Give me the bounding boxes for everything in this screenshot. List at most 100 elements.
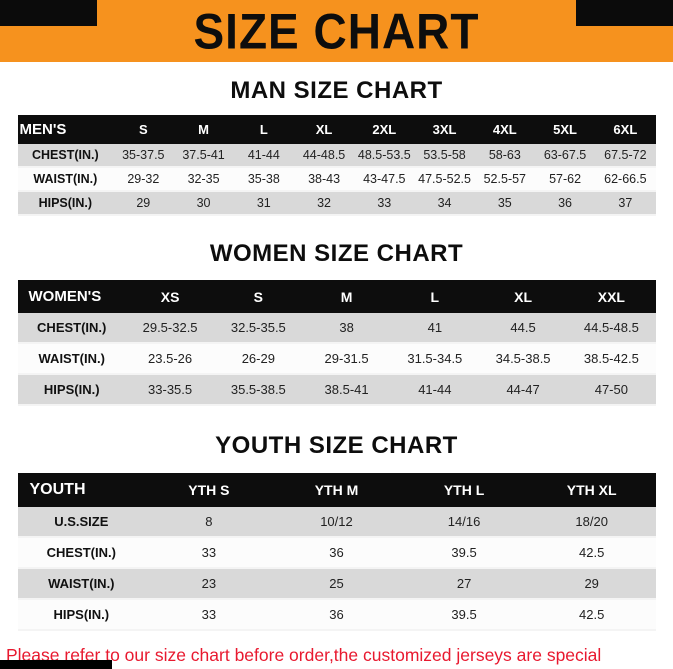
- size-header-cell: S: [113, 115, 174, 144]
- size-header-cell: M: [302, 280, 391, 313]
- row-label-cell: CHEST(IN.): [17, 313, 126, 344]
- men-size-table: MEN'S S M L XL 2XL 3XL 4XL 5XL 6XL CHEST(IN.) 35-37…: [17, 115, 656, 216]
- value-cell: 33: [354, 191, 415, 216]
- table-row: HIPS(IN.) 33-35.5 35.5-38.5 38.5-41 41-44 44-…: [17, 374, 656, 406]
- size-header-cell: XXL: [567, 280, 656, 313]
- corner-decoration-right: [576, 0, 673, 26]
- table-row: WAIST(IN.) 23.5-26 26-29 29-31.5 31.5-34.5 34…: [17, 343, 656, 375]
- value-cell: 14/16: [400, 507, 528, 538]
- table-row: WAIST(IN.) 29-32 32-35 35-38 38-43 43-47.5 47.…: [17, 167, 656, 192]
- value-cell: 53.5-58: [414, 144, 475, 168]
- section-heading-man: MAN SIZE CHART: [230, 77, 443, 104]
- value-cell: 37.5-41: [173, 144, 234, 168]
- size-header-cell: YTH M: [272, 473, 401, 507]
- table-title-cell: MEN'S: [17, 115, 114, 144]
- table-row: CHEST(IN.) 33 36 39.5 42.5: [17, 537, 656, 569]
- bottom-decoration: [0, 660, 112, 669]
- value-cell: 29-32: [113, 167, 174, 192]
- table-row: WAIST(IN.) 23 25 27 29: [17, 568, 656, 600]
- value-cell: 57-62: [534, 167, 596, 192]
- value-cell: 43-47.5: [354, 167, 415, 192]
- size-header-cell: 6XL: [595, 115, 656, 144]
- value-cell: 25: [272, 568, 401, 600]
- youth-size-table: YOUTH YTH S YTH M YTH L YTH XL U.S.SIZE 8 10/12…: [17, 473, 656, 631]
- value-cell: 44-48.5: [293, 144, 355, 168]
- value-cell: 62-66.5: [595, 167, 656, 192]
- table-header-row: MEN'S S M L XL 2XL 3XL 4XL 5XL 6XL: [17, 115, 656, 144]
- table-row: CHEST(IN.) 35-37.5 37.5-41 41-44 44-48.5 48.5…: [17, 144, 656, 168]
- size-header-cell: 3XL: [414, 115, 475, 144]
- value-cell: 42.5: [527, 599, 656, 631]
- value-cell: 10/12: [272, 507, 401, 538]
- value-cell: 34: [414, 191, 475, 216]
- value-cell: 41: [390, 313, 479, 344]
- page-title: SIZE CHART: [193, 2, 480, 60]
- size-header-cell: L: [233, 115, 294, 144]
- size-header-cell: YTH S: [145, 473, 273, 507]
- banner: SIZE CHART: [0, 0, 673, 62]
- size-header-cell: 2XL: [354, 115, 415, 144]
- value-cell: 32: [293, 191, 355, 216]
- value-cell: 33-35.5: [125, 374, 215, 406]
- value-cell: 38.5-41: [302, 374, 391, 406]
- value-cell: 58-63: [474, 144, 535, 168]
- value-cell: 31: [233, 191, 294, 216]
- value-cell: 36: [272, 537, 401, 569]
- row-label-cell: WAIST(IN.): [17, 568, 146, 600]
- value-cell: 33: [145, 537, 273, 569]
- value-cell: 39.5: [400, 537, 528, 569]
- value-cell: 35.5-38.5: [214, 374, 303, 406]
- row-label-cell: HIPS(IN.): [17, 599, 146, 631]
- row-label-cell: WAIST(IN.): [17, 167, 114, 192]
- value-cell: 35-37.5: [113, 144, 174, 168]
- size-header-cell: XL: [293, 115, 355, 144]
- value-cell: 29.5-32.5: [125, 313, 215, 344]
- value-cell: 29: [527, 568, 656, 600]
- value-cell: 44-47: [478, 374, 568, 406]
- value-cell: 37: [595, 191, 656, 216]
- table-row: CHEST(IN.) 29.5-32.5 32.5-35.5 38 41 44.5 44.5…: [17, 313, 656, 344]
- value-cell: 41-44: [233, 144, 294, 168]
- value-cell: 33: [145, 599, 273, 631]
- value-cell: 47-50: [567, 374, 656, 406]
- value-cell: 23: [145, 568, 273, 600]
- value-cell: 29-31.5: [302, 343, 391, 375]
- value-cell: 29: [113, 191, 174, 216]
- women-size-table: WOMEN'S XS S M L XL XXL CHEST(IN.) 29.5-32.5 32.5…: [17, 280, 656, 406]
- table-row: HIPS(IN.) 33 36 39.5 42.5: [17, 599, 656, 631]
- value-cell: 34.5-38.5: [478, 343, 568, 375]
- value-cell: 36: [534, 191, 596, 216]
- value-cell: 18/20: [527, 507, 656, 538]
- value-cell: 31.5-34.5: [390, 343, 479, 375]
- table-row: U.S.SIZE 8 10/12 14/16 18/20: [17, 507, 656, 538]
- table-title-cell: WOMEN'S: [17, 280, 126, 313]
- table-header-row: WOMEN'S XS S M L XL XXL: [17, 280, 656, 313]
- size-header-cell: XL: [478, 280, 568, 313]
- value-cell: 26-29: [214, 343, 303, 375]
- row-label-cell: CHEST(IN.): [17, 537, 146, 569]
- value-cell: 44.5: [478, 313, 568, 344]
- value-cell: 42.5: [527, 537, 656, 569]
- size-header-cell: 4XL: [474, 115, 535, 144]
- value-cell: 30: [173, 191, 234, 216]
- row-label-cell: HIPS(IN.): [17, 191, 114, 216]
- size-header-cell: XS: [125, 280, 215, 313]
- row-label-cell: WAIST(IN.): [17, 343, 126, 375]
- value-cell: 23.5-26: [125, 343, 215, 375]
- row-label-cell: CHEST(IN.): [17, 144, 114, 168]
- value-cell: 48.5-53.5: [354, 144, 415, 168]
- value-cell: 47.5-52.5: [414, 167, 475, 192]
- value-cell: 36: [272, 599, 401, 631]
- value-cell: 38-43: [293, 167, 355, 192]
- value-cell: 67.5-72: [595, 144, 656, 168]
- value-cell: 44.5-48.5: [567, 313, 656, 344]
- table-row: HIPS(IN.) 29 30 31 32 33 34 35 36 37: [17, 191, 656, 216]
- table-title-cell: YOUTH: [17, 473, 146, 507]
- size-header-cell: S: [214, 280, 303, 313]
- section-heading-youth: YOUTH SIZE CHART: [215, 432, 458, 459]
- row-label-cell: U.S.SIZE: [17, 507, 146, 538]
- value-cell: 63-67.5: [534, 144, 596, 168]
- size-header-cell: M: [173, 115, 234, 144]
- size-header-cell: YTH L: [400, 473, 528, 507]
